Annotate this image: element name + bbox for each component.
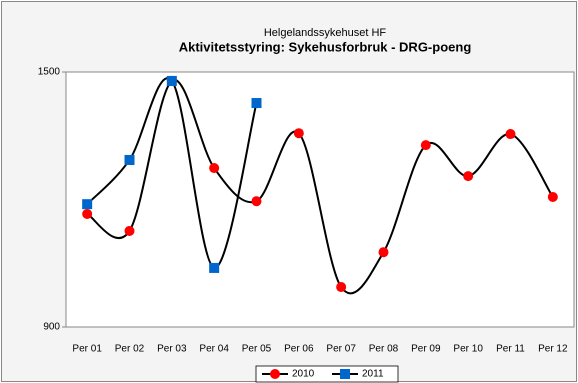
data-point (420, 140, 431, 151)
data-point (463, 171, 474, 182)
x-tick-label: Per 07 (326, 344, 356, 355)
y-tick-label: 900 (43, 322, 60, 333)
y-tick-label: 1500 (38, 67, 61, 78)
data-point (82, 208, 93, 219)
x-tick-label: Per 12 (538, 344, 568, 355)
x-tick-label: Per 09 (411, 344, 441, 355)
data-point (547, 191, 558, 202)
legend-marker (270, 369, 280, 379)
data-point (209, 163, 220, 174)
x-tick-label: Per 08 (369, 344, 399, 355)
chart-subtitle: Helgelandssykehuset HF (264, 27, 387, 39)
x-tick-label: Per 03 (157, 344, 187, 355)
plot-area (65, 71, 575, 328)
legend-label: 2010 (292, 369, 315, 380)
x-tick-label: Per 04 (199, 344, 229, 355)
data-point (209, 262, 220, 273)
data-point (82, 199, 93, 210)
chart-title: Aktivitetsstyring: Sykehusforbruk - DRG-… (179, 39, 472, 54)
x-tick-label: Per 02 (115, 344, 145, 355)
data-point (293, 128, 304, 139)
x-tick-label: Per 11 (496, 344, 525, 355)
legend-label: 2011 (362, 369, 384, 380)
legend-box (255, 365, 399, 383)
data-point (124, 225, 135, 236)
data-point (505, 129, 516, 140)
data-point (378, 247, 389, 258)
data-point (251, 98, 262, 109)
data-point (124, 154, 135, 165)
x-tick-label: Per 06 (284, 344, 314, 355)
data-point (251, 196, 262, 207)
x-tick-label: Per 05 (242, 344, 272, 355)
x-tick-label: Per 01 (72, 344, 102, 355)
x-tick-label: Per 10 (453, 344, 483, 355)
data-point (166, 75, 177, 86)
legend-marker (340, 369, 350, 379)
data-point (336, 282, 347, 293)
